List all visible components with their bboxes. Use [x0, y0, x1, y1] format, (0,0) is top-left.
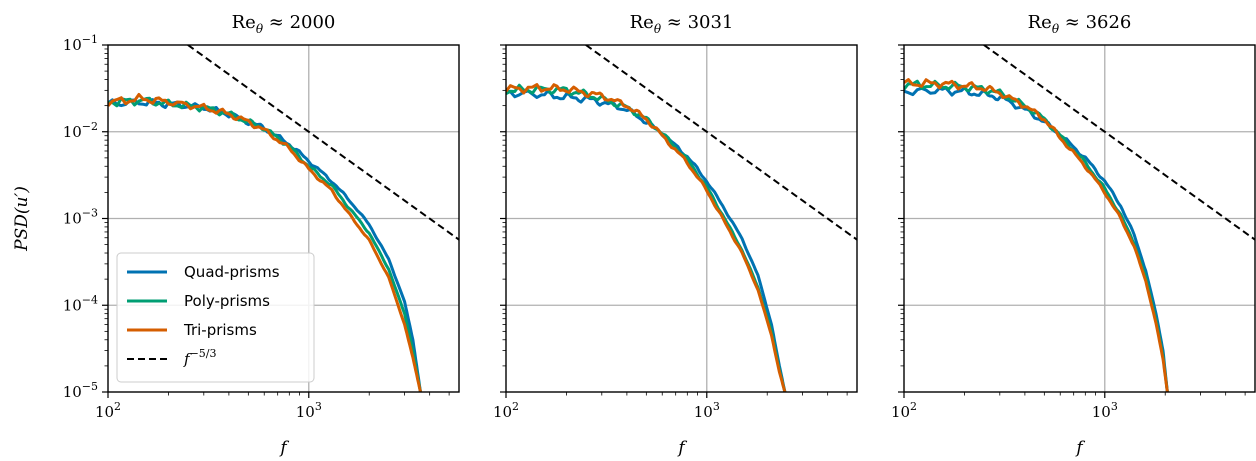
x-tick-label: 103 — [1092, 400, 1118, 421]
series-quad-prisms — [506, 89, 787, 392]
legend-label: f−5/3 — [183, 347, 216, 368]
x-tick-label: 102 — [891, 400, 917, 421]
series-quad-prisms — [904, 86, 1169, 392]
x-axis-title: f — [1074, 438, 1085, 458]
panel-title: Reθ ≈ 3626 — [1028, 12, 1132, 36]
y-tick-label: 10−5 — [63, 380, 98, 401]
x-tick-label: 102 — [493, 400, 519, 421]
y-axis-title: PSD(u′) — [12, 186, 32, 252]
reference-line-f-minus-5-3 — [187, 45, 459, 241]
y-tick-label: 10−2 — [63, 120, 98, 141]
panel-3: 102 103 Reθ ≈ 3626 f — [891, 12, 1256, 458]
x-axis-title: f — [676, 438, 687, 458]
legend-label: Tri-prisms — [183, 321, 257, 339]
series-quad-prisms — [108, 98, 422, 392]
series-tri-prisms — [108, 93, 422, 392]
reference-line-f-minus-5-3 — [983, 45, 1255, 241]
x-tick-label: 102 — [95, 400, 121, 421]
legend-label: Poly-prisms — [184, 292, 270, 310]
x-tick-label: 103 — [296, 400, 322, 421]
panel-2: 102 103 Reθ ≈ 3031 f — [493, 12, 858, 458]
y-tick-label: 10−1 — [63, 33, 98, 54]
x-axis-title: f — [278, 438, 289, 458]
series-tri-prisms — [506, 83, 787, 392]
y-tick-label: 10−3 — [63, 207, 98, 228]
panel-title: Reθ ≈ 2000 — [232, 12, 336, 36]
legend-label: Quad-prisms — [184, 263, 280, 281]
legend-box — [116, 252, 315, 383]
y-tick-label: 10−4 — [63, 293, 98, 314]
x-tick-label: 103 — [694, 400, 720, 421]
series-tri-prisms — [904, 78, 1169, 392]
panel-1: 102 103 10−1 10−2 10−3 10−4 10−5 Reθ ≈ 2000 f PSD… — [12, 12, 460, 458]
legend: Quad-prisms Poly-prisms Tri-prisms f−5/3 — [116, 252, 315, 383]
panel-title: Reθ ≈ 3031 — [630, 12, 734, 36]
reference-line-f-minus-5-3 — [585, 45, 857, 241]
